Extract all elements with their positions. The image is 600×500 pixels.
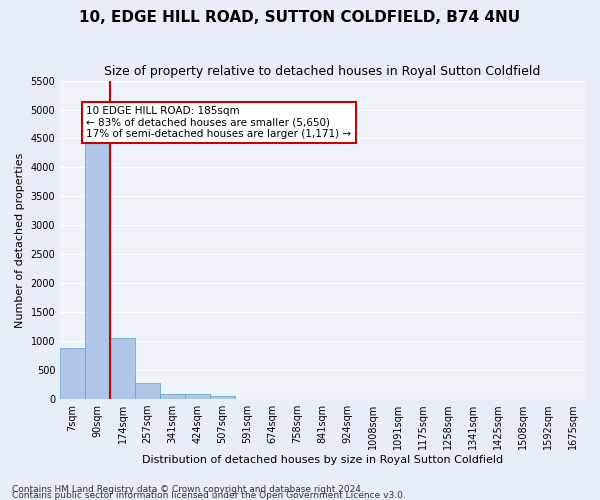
Bar bbox=[135, 383, 160, 399]
Text: 10, EDGE HILL ROAD, SUTTON COLDFIELD, B74 4NU: 10, EDGE HILL ROAD, SUTTON COLDFIELD, B7… bbox=[79, 10, 521, 25]
Y-axis label: Number of detached properties: Number of detached properties bbox=[15, 152, 25, 328]
Title: Size of property relative to detached houses in Royal Sutton Coldfield: Size of property relative to detached ho… bbox=[104, 65, 541, 78]
Text: Contains HM Land Registry data © Crown copyright and database right 2024.: Contains HM Land Registry data © Crown c… bbox=[12, 486, 364, 494]
X-axis label: Distribution of detached houses by size in Royal Sutton Coldfield: Distribution of detached houses by size … bbox=[142, 455, 503, 465]
Bar bbox=[185, 394, 210, 399]
Bar bbox=[60, 348, 85, 399]
Text: Contains public sector information licensed under the Open Government Licence v3: Contains public sector information licen… bbox=[12, 492, 406, 500]
Bar bbox=[85, 136, 110, 399]
Bar bbox=[210, 396, 235, 399]
Bar bbox=[160, 394, 185, 399]
Text: 10 EDGE HILL ROAD: 185sqm
← 83% of detached houses are smaller (5,650)
17% of se: 10 EDGE HILL ROAD: 185sqm ← 83% of detac… bbox=[86, 106, 352, 139]
Bar bbox=[110, 338, 135, 399]
